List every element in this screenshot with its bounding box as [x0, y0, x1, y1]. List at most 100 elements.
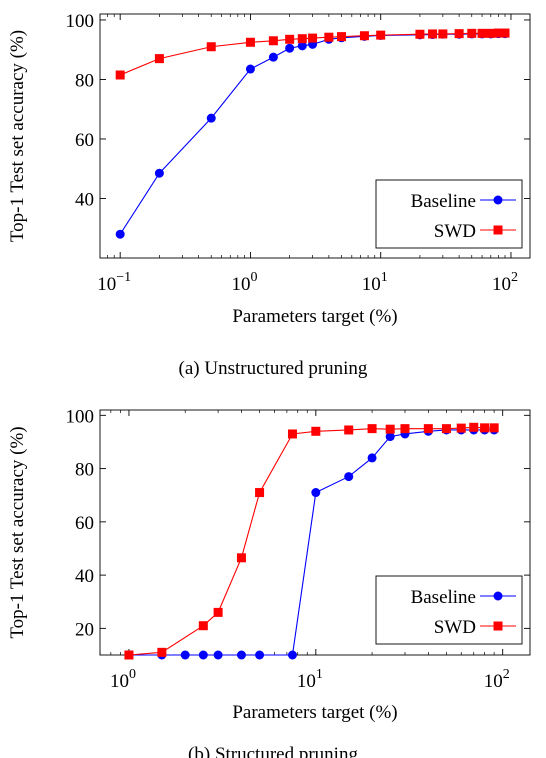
data-point-swd	[115, 70, 125, 80]
legend-label: Baseline	[411, 587, 476, 608]
data-point-swd	[308, 33, 318, 43]
x-tick-exponent: 2	[503, 667, 510, 682]
plot-frame	[99, 409, 531, 656]
data-point-swd	[198, 621, 208, 631]
x-tick-exponent: 2	[511, 270, 518, 285]
data-point-swd	[467, 28, 477, 38]
legend-label: SWD	[434, 221, 476, 242]
data-point-swd	[154, 54, 164, 64]
data-point-swd	[324, 32, 334, 42]
legend-box	[375, 179, 523, 249]
figure-caption: (b) Structured pruning	[188, 744, 358, 758]
x-tick-label: 101	[362, 270, 388, 295]
data-point-swd	[376, 30, 386, 40]
data-point-swd	[213, 607, 223, 617]
data-point-baseline	[115, 229, 125, 239]
plot-frame	[99, 13, 531, 259]
legend-marker	[493, 195, 503, 205]
data-point-baseline	[206, 113, 216, 123]
data-point-swd	[415, 29, 425, 39]
data-point-baseline	[213, 650, 223, 660]
data-point-swd	[285, 34, 295, 44]
x-axis-label: Parameters target (%)	[232, 702, 397, 723]
legend-marker	[493, 621, 503, 631]
data-point-swd	[206, 42, 216, 52]
data-point-baseline	[344, 472, 354, 482]
x-tick-label: 102	[492, 270, 518, 295]
data-point-swd	[124, 650, 134, 660]
data-point-swd	[480, 423, 490, 433]
data-point-swd	[477, 28, 487, 38]
data-point-swd	[157, 647, 167, 657]
y-tick-label: 60	[75, 513, 94, 534]
x-tick-label: 102	[484, 667, 510, 692]
x-tick-base: 10	[97, 274, 116, 295]
data-point-swd	[344, 425, 354, 435]
legend-label: SWD	[434, 617, 476, 638]
y-axis-label: Top-1 Test set accuracy (%)	[7, 30, 28, 242]
y-tick-label: 80	[75, 70, 94, 91]
data-point-baseline	[268, 52, 278, 62]
x-tick-base: 10	[362, 274, 381, 295]
legend-label: Baseline	[411, 191, 476, 212]
data-point-swd	[297, 34, 307, 44]
x-tick-exponent: −1	[116, 270, 131, 285]
data-point-baseline	[385, 432, 395, 442]
y-tick-label: 100	[66, 406, 95, 427]
x-axis-label: Parameters target (%)	[232, 306, 397, 327]
data-point-swd	[454, 29, 464, 39]
data-point-swd	[359, 31, 369, 41]
data-point-swd	[287, 429, 297, 439]
data-point-swd	[489, 423, 499, 433]
data-point-swd	[400, 424, 410, 434]
series-swd	[124, 422, 499, 660]
x-tick-label: 10−1	[97, 270, 131, 295]
data-point-baseline	[236, 650, 246, 660]
y-tick-label: 100	[66, 11, 95, 32]
x-tick-label: 101	[297, 667, 323, 692]
data-point-swd	[456, 423, 466, 433]
data-point-baseline	[297, 41, 307, 51]
data-point-swd	[441, 424, 451, 434]
y-axis-label: Top-1 Test set accuracy (%)	[7, 426, 28, 638]
data-point-baseline	[287, 650, 297, 660]
data-point-swd	[367, 424, 377, 434]
data-point-swd	[255, 488, 265, 498]
y-tick-label: 40	[75, 566, 94, 587]
data-point-swd	[336, 32, 346, 42]
x-tick-base: 10	[110, 671, 129, 692]
data-point-swd	[428, 29, 438, 39]
x-tick-base: 10	[231, 274, 250, 295]
data-point-swd	[311, 426, 321, 436]
y-tick-label: 20	[75, 619, 94, 640]
data-point-swd	[469, 422, 479, 432]
x-tick-base: 10	[484, 671, 503, 692]
y-tick-label: 60	[75, 130, 94, 151]
figure-caption: (a) Unstructured pruning	[179, 358, 368, 379]
x-tick-base: 10	[297, 671, 316, 692]
x-tick-exponent: 1	[316, 667, 323, 682]
data-point-swd	[385, 424, 395, 434]
legend-box	[375, 575, 523, 645]
x-tick-exponent: 1	[381, 270, 388, 285]
data-point-swd	[493, 28, 503, 38]
data-point-swd	[268, 36, 278, 46]
data-point-baseline	[367, 453, 377, 463]
legend-marker	[493, 225, 503, 235]
data-point-swd	[423, 424, 433, 434]
data-point-baseline	[198, 650, 208, 660]
data-point-baseline	[285, 43, 295, 53]
x-tick-base: 10	[492, 274, 511, 295]
data-point-baseline	[245, 64, 255, 74]
data-point-swd	[236, 553, 246, 563]
data-point-swd	[500, 28, 510, 38]
y-tick-label: 80	[75, 460, 94, 481]
x-tick-exponent: 0	[129, 667, 136, 682]
data-point-swd	[438, 29, 448, 39]
series-swd	[115, 28, 510, 80]
data-point-baseline	[154, 168, 164, 178]
legend-marker	[493, 591, 503, 601]
data-point-swd	[245, 37, 255, 47]
